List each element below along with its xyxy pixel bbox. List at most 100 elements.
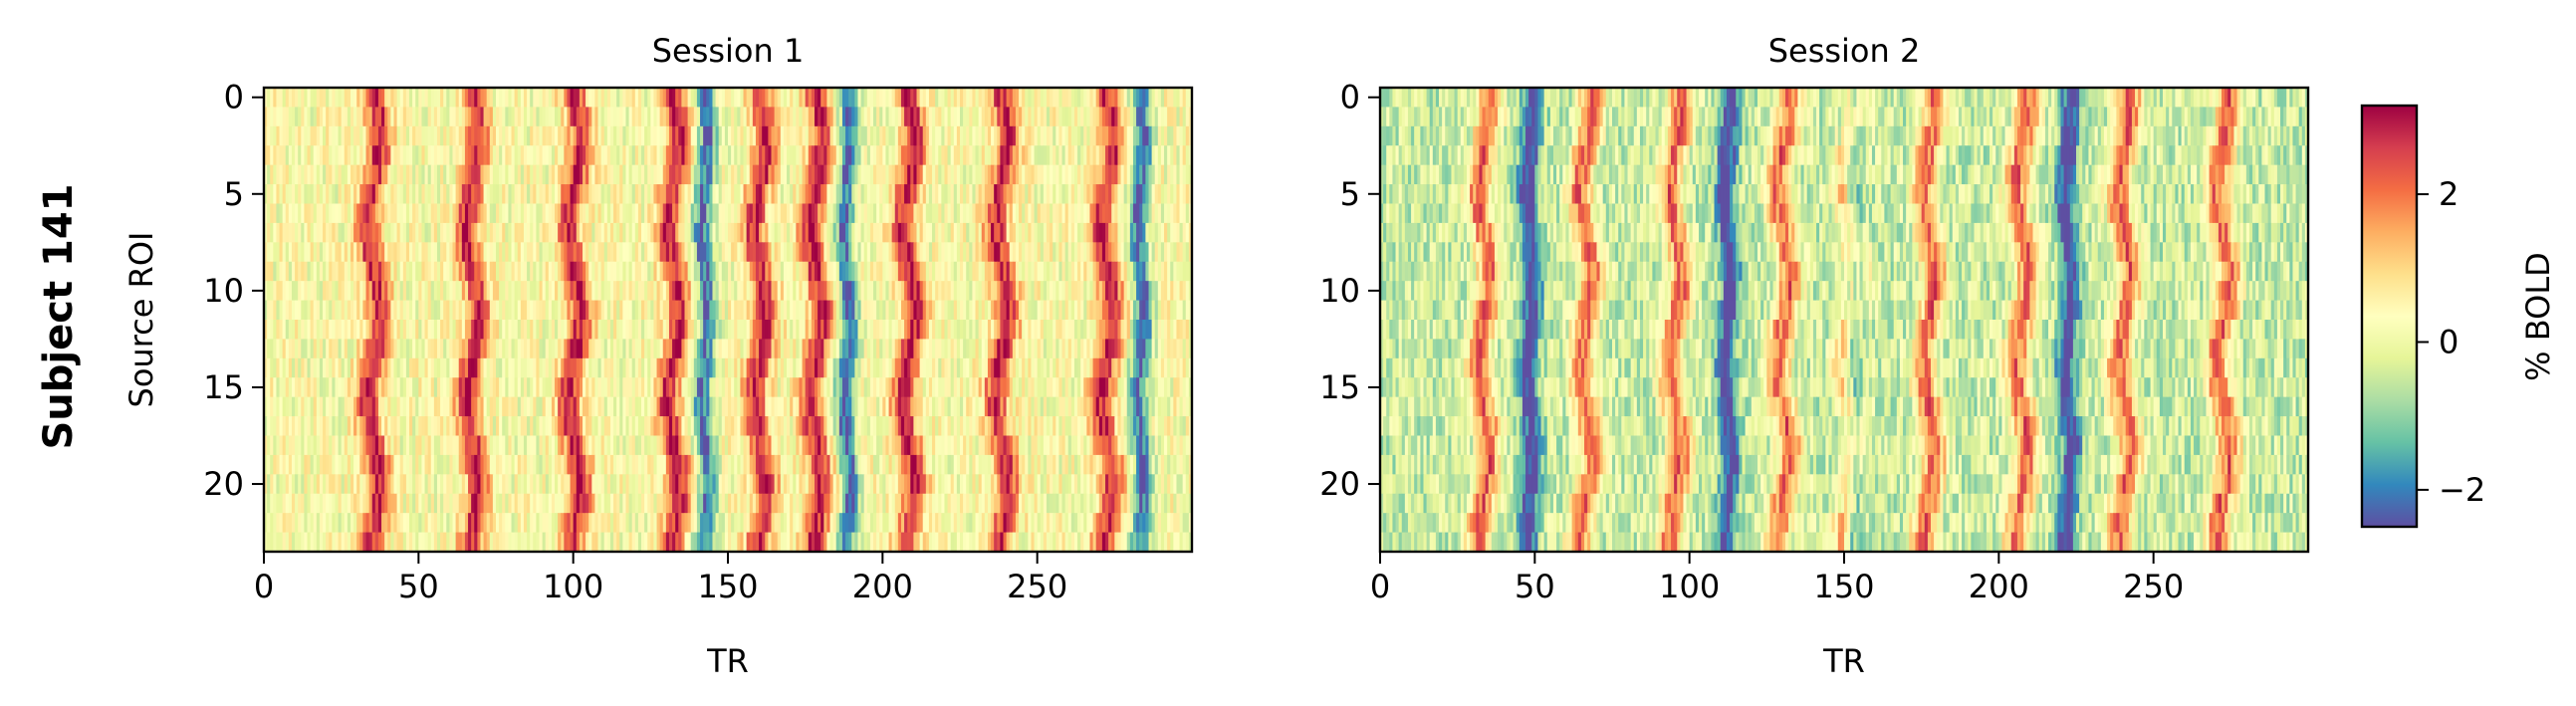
heatmap-cell xyxy=(808,281,813,302)
heatmap-cell xyxy=(829,125,834,146)
heatmap-cell xyxy=(329,107,333,127)
heatmap-cell xyxy=(597,320,602,341)
heatmap-cell xyxy=(799,125,804,146)
heatmap-cell xyxy=(1022,357,1026,378)
heatmap-cell xyxy=(938,300,942,321)
heatmap-cell xyxy=(323,377,327,398)
heatmap-cell xyxy=(653,339,658,359)
heatmap-cell xyxy=(600,145,605,166)
heatmap-cell xyxy=(882,125,887,146)
heatmap-cell xyxy=(558,125,562,146)
heatmap-cell xyxy=(944,261,949,282)
heatmap-cell xyxy=(514,320,519,341)
heatmap-cell xyxy=(907,107,911,127)
heatmap-cell xyxy=(1101,261,1106,282)
heatmap-cell xyxy=(1086,145,1091,166)
heatmap-cell xyxy=(421,222,426,243)
heatmap-cell xyxy=(774,107,779,127)
heatmap-cell xyxy=(353,125,357,146)
heatmap-cell xyxy=(344,320,349,341)
heatmap-cell xyxy=(724,242,729,263)
heatmap-cell xyxy=(978,145,983,166)
heatmap-cell xyxy=(489,203,494,224)
heatmap-cell xyxy=(835,125,840,146)
heatmap-cell xyxy=(734,242,738,263)
heatmap-cell xyxy=(956,107,961,127)
heatmap-cell xyxy=(1170,261,1174,282)
heatmap-cell xyxy=(1176,357,1181,378)
heatmap-cell xyxy=(1182,222,1187,243)
heatmap-cell xyxy=(301,88,305,109)
heatmap-cell xyxy=(1108,339,1112,359)
heatmap-cell xyxy=(938,145,942,166)
heatmap-cell xyxy=(527,145,531,166)
heatmap-cell xyxy=(672,107,676,127)
heatmap-cell xyxy=(1043,222,1048,243)
heatmap-cell xyxy=(1089,107,1094,127)
heatmap-cell xyxy=(1003,320,1008,341)
heatmap-cell xyxy=(863,107,868,127)
heatmap-cell xyxy=(941,125,946,146)
heatmap-cell xyxy=(1070,88,1075,109)
heatmap-cell xyxy=(1089,88,1094,109)
heatmap-cell xyxy=(966,164,970,185)
heatmap-cell xyxy=(1105,145,1109,166)
heatmap-cell xyxy=(412,242,416,263)
heatmap-cell xyxy=(1092,377,1097,398)
heatmap-cell xyxy=(1012,184,1017,205)
heatmap-cell xyxy=(690,339,695,359)
heatmap-cell xyxy=(876,377,880,398)
heatmap-cell xyxy=(409,203,413,224)
heatmap-cell xyxy=(520,203,525,224)
heatmap-cell xyxy=(477,107,482,127)
heatmap-cell xyxy=(787,107,791,127)
heatmap-cell xyxy=(307,377,312,398)
heatmap-cell xyxy=(916,357,921,378)
heatmap-cell xyxy=(823,396,828,417)
heatmap-cell xyxy=(619,164,623,185)
heatmap-cell xyxy=(1080,242,1084,263)
heatmap-cell xyxy=(585,88,589,109)
heatmap-cell xyxy=(579,339,584,359)
heatmap-cell xyxy=(359,184,364,205)
heatmap-cell xyxy=(1046,203,1051,224)
heatmap-cell xyxy=(530,203,534,224)
heatmap-cell xyxy=(916,242,921,263)
heatmap-cell xyxy=(514,377,519,398)
heatmap-cell xyxy=(947,242,952,263)
heatmap-cell xyxy=(991,88,995,109)
heatmap-cell xyxy=(433,320,438,341)
heatmap-cell xyxy=(869,88,874,109)
heatmap-cell xyxy=(452,261,457,282)
heatmap-cell xyxy=(1185,281,1190,302)
heatmap-cell xyxy=(1040,125,1045,146)
heatmap-cell xyxy=(613,320,617,341)
heatmap-cell xyxy=(860,222,865,243)
heatmap-cell xyxy=(505,125,510,146)
heatmap-cell xyxy=(335,396,340,417)
heatmap-cell xyxy=(860,164,865,185)
heatmap-cell xyxy=(489,88,494,109)
heatmap-cell xyxy=(455,107,460,127)
heatmap-cell xyxy=(613,357,617,378)
heatmap-cell xyxy=(591,300,596,321)
heatmap-cell xyxy=(505,396,510,417)
heatmap-cell xyxy=(728,320,732,341)
heatmap-cell xyxy=(1145,281,1150,302)
heatmap-cell xyxy=(647,339,651,359)
heatmap-cell xyxy=(966,261,970,282)
heatmap-cell xyxy=(1061,125,1066,146)
heatmap-cell xyxy=(603,339,608,359)
heatmap-cell xyxy=(362,164,367,185)
heatmap-cell xyxy=(264,281,268,302)
heatmap-cell xyxy=(665,377,670,398)
heatmap-cell xyxy=(1105,357,1109,378)
heatmap-cell xyxy=(310,357,315,378)
heatmap-cell xyxy=(440,281,444,302)
heatmap-cell xyxy=(897,203,902,224)
heatmap-cell xyxy=(712,377,717,398)
heatmap-cell xyxy=(1089,184,1094,205)
heatmap-cell xyxy=(696,203,701,224)
heatmap-cell xyxy=(606,164,611,185)
heatmap-cell xyxy=(502,184,506,205)
